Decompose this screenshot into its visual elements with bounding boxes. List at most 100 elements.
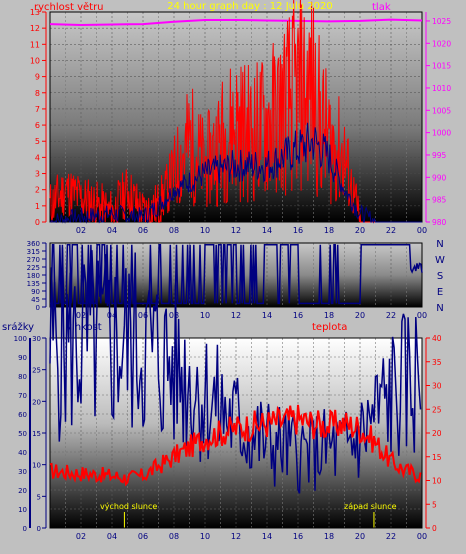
x-tick-label: 18 (324, 532, 334, 541)
humidity-line (49, 247, 422, 494)
x-tick-label: 10 (200, 226, 210, 235)
precip-tick-label: 80 (18, 373, 27, 381)
humidity-tick-label: 15 (32, 430, 41, 438)
precip-axis-label: srážky (2, 321, 34, 333)
precip-tick-label: 90 (18, 354, 27, 362)
chart-title: 24 hour graph day : 12 Julu 2020 (167, 1, 333, 12)
x-tick-label: 02 (76, 311, 86, 320)
direction-tick-label: 0 (36, 304, 40, 312)
x-tick-label: 00 (417, 311, 427, 320)
x-tick-label: 04 (107, 226, 117, 235)
direction-tick-label: 225 (27, 264, 40, 272)
pressure-tick-label: 980 (432, 218, 447, 227)
wind-tick-label: 11 (30, 40, 40, 49)
pressure-tick-label: 1000 (432, 129, 451, 138)
wind-direction-line (50, 244, 423, 305)
x-tick-label: 06 (138, 311, 148, 320)
pressure-tick-label: 995 (432, 151, 447, 160)
humidity-tick-label: 5 (37, 493, 41, 501)
series-layer (49, 0, 423, 494)
x-tick-label: 08 (169, 311, 179, 320)
x-tick-label: 12 (231, 532, 241, 541)
temperature-tick-label: 40 (432, 334, 442, 343)
direction-tick-label: 360 (27, 240, 40, 248)
precip-tick-label: 20 (18, 487, 27, 495)
temperature-tick-label: 10 (432, 477, 442, 486)
temperature-tick-label: 25 (432, 405, 442, 414)
x-tick-label: 00 (417, 532, 427, 541)
x-tick-label: 02 (76, 226, 86, 235)
humidity-tick-label: 0 (37, 525, 41, 533)
wind-tick-label: 8 (35, 89, 40, 98)
wind-tick-label: 2 (35, 186, 40, 195)
compass-label: W (435, 255, 445, 266)
wind-axis-label: rychlost větru (34, 1, 104, 13)
pressure-tick-label: 990 (432, 173, 447, 182)
pressure-line (49, 18, 423, 27)
x-tick-label: 06 (138, 532, 148, 541)
x-tick-label: 20 (355, 532, 365, 541)
x-tick-label: 06 (138, 226, 148, 235)
x-tick-label: 22 (386, 226, 396, 235)
x-tick-label: 18 (324, 311, 334, 320)
temperature-tick-label: 0 (432, 524, 437, 533)
humidity-tick-label: 10 (32, 462, 41, 470)
compass-label: E (437, 287, 443, 298)
wind-tick-label: 3 (35, 170, 40, 179)
direction-tick-label: 270 (27, 256, 40, 264)
humidity-tick-label: 30 (32, 335, 41, 343)
x-tick-label: 02 (76, 532, 86, 541)
axes (29, 11, 430, 529)
x-tick-label: 22 (386, 532, 396, 541)
x-tick-label: 08 (169, 532, 179, 541)
humidity-axis-label: vlhkost (66, 322, 102, 333)
compass-label: S (437, 271, 443, 282)
sunrise-label: východ slunce (100, 502, 157, 511)
x-tick-label: 10 (200, 311, 210, 320)
pressure-tick-label: 1020 (432, 39, 451, 48)
wind-tick-label: 0 (35, 218, 40, 227)
x-tick-label: 22 (386, 311, 396, 320)
wind-tick-label: 6 (35, 121, 40, 130)
x-tick-label: 14 (262, 532, 272, 541)
x-tick-label: 14 (262, 226, 272, 235)
compass-label: N (436, 303, 443, 314)
wind-tick-label: 7 (35, 105, 40, 114)
x-tick-label: 12 (231, 226, 241, 235)
x-tick-label: 04 (107, 532, 117, 541)
x-tick-label: 20 (355, 226, 365, 235)
temperature-axis-label: teplota (312, 322, 347, 333)
x-tick-label: 16 (293, 532, 303, 541)
precip-tick-label: 40 (18, 449, 27, 457)
wind-tick-label: 1 (35, 202, 40, 211)
direction-tick-label: 45 (31, 296, 40, 304)
precip-tick-label: 60 (18, 411, 27, 419)
panel-frame (49, 337, 423, 529)
wind-tick-label: 5 (35, 137, 40, 146)
direction-tick-label: 90 (31, 288, 40, 296)
panel-frame (49, 11, 423, 223)
wind-tick-label: 9 (35, 73, 40, 82)
wind-tick-label: 4 (35, 153, 40, 162)
wind-tick-label: 10 (30, 56, 40, 65)
panel-frame (49, 242, 423, 308)
temperature-tick-label: 30 (432, 382, 442, 391)
temperature-tick-label: 15 (432, 453, 442, 462)
temperature-tick-label: 20 (432, 429, 442, 438)
precip-tick-label: 10 (18, 506, 27, 514)
wind-average-line (50, 122, 422, 224)
sunset-label: západ slunce (344, 502, 397, 511)
precip-tick-label: 70 (18, 392, 27, 400)
x-tick-label: 16 (293, 226, 303, 235)
x-tick-label: 08 (169, 226, 179, 235)
pressure-tick-label: 1025 (432, 17, 451, 26)
x-tick-label: 04 (107, 311, 117, 320)
direction-tick-label: 315 (27, 248, 40, 256)
pressure-tick-label: 985 (432, 196, 447, 205)
pressure-tick-label: 1005 (432, 106, 451, 115)
x-tick-label: 10 (200, 532, 210, 541)
precip-tick-label: 0 (23, 525, 27, 533)
